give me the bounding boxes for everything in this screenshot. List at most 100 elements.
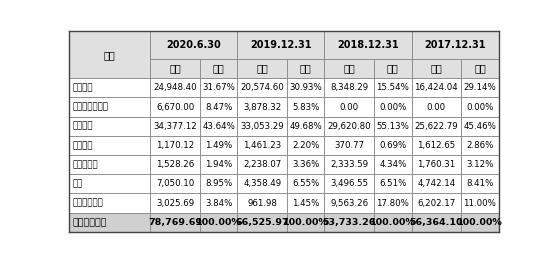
Bar [325, 136, 374, 155]
Bar [374, 136, 412, 155]
Text: 3.36%: 3.36% [292, 160, 320, 169]
Text: 100.00%: 100.00% [370, 218, 416, 227]
Bar [150, 117, 200, 136]
Text: 78,769.69: 78,769.69 [148, 218, 202, 227]
Text: 49.68%: 49.68% [289, 122, 322, 131]
Bar [374, 78, 412, 98]
Bar [150, 136, 200, 155]
Text: 项目: 项目 [104, 50, 116, 60]
Text: 30.93%: 30.93% [289, 84, 322, 92]
Text: 占比: 占比 [300, 64, 311, 74]
Bar [412, 136, 461, 155]
Bar [150, 193, 200, 213]
Bar [150, 213, 200, 232]
Bar [150, 31, 237, 59]
Bar [461, 117, 499, 136]
Text: 预付款项: 预付款项 [73, 141, 93, 150]
Text: 1.45%: 1.45% [292, 199, 320, 207]
Bar [325, 78, 374, 98]
Bar [461, 213, 499, 232]
Bar [200, 193, 237, 213]
Text: 应收账款: 应收账款 [73, 122, 93, 131]
Bar [237, 31, 325, 59]
Text: 17.80%: 17.80% [376, 199, 409, 207]
Text: 1,528.26: 1,528.26 [156, 160, 194, 169]
Text: 43.64%: 43.64% [202, 122, 235, 131]
Text: 1.94%: 1.94% [205, 160, 232, 169]
Text: 8.41%: 8.41% [466, 179, 494, 188]
Text: 0.00%: 0.00% [466, 103, 494, 112]
Bar [200, 136, 237, 155]
Bar [69, 98, 150, 117]
Text: 3,496.55: 3,496.55 [330, 179, 368, 188]
Text: 9,563.26: 9,563.26 [330, 199, 368, 207]
Bar [150, 78, 200, 98]
Text: 占比: 占比 [474, 64, 486, 74]
Bar [150, 59, 200, 78]
Bar [374, 213, 412, 232]
Bar [200, 155, 237, 174]
Text: 56,364.10: 56,364.10 [409, 218, 463, 227]
Text: 6,202.17: 6,202.17 [417, 199, 455, 207]
Bar [412, 98, 461, 117]
Text: 29.14%: 29.14% [464, 84, 496, 92]
Bar [325, 31, 412, 59]
Bar [374, 174, 412, 193]
Text: 8.47%: 8.47% [205, 103, 232, 112]
Text: 4.34%: 4.34% [379, 160, 407, 169]
Bar [287, 98, 325, 117]
Text: 25,622.79: 25,622.79 [414, 122, 458, 131]
Text: 4,358.49: 4,358.49 [243, 179, 281, 188]
Text: 1,760.31: 1,760.31 [417, 160, 455, 169]
Bar [325, 193, 374, 213]
Bar [374, 193, 412, 213]
Text: 2,238.07: 2,238.07 [243, 160, 281, 169]
Bar [412, 78, 461, 98]
Bar [237, 117, 287, 136]
Bar [374, 59, 412, 78]
Text: 6.51%: 6.51% [379, 179, 407, 188]
Bar [461, 193, 499, 213]
Text: 1,170.12: 1,170.12 [156, 141, 194, 150]
Text: 2019.12.31: 2019.12.31 [250, 40, 311, 50]
Bar [287, 59, 325, 78]
Bar [200, 98, 237, 117]
Bar [325, 155, 374, 174]
Text: 金额: 金额 [257, 64, 268, 74]
Bar [412, 59, 461, 78]
Bar [237, 193, 287, 213]
Bar [287, 136, 325, 155]
Bar [237, 155, 287, 174]
Text: 3.84%: 3.84% [205, 199, 232, 207]
Text: 34,377.12: 34,377.12 [153, 122, 197, 131]
Bar [200, 59, 237, 78]
Text: 53,733.26: 53,733.26 [322, 218, 376, 227]
Bar [69, 31, 150, 78]
Bar [325, 98, 374, 117]
Text: 1,612.65: 1,612.65 [417, 141, 455, 150]
Bar [374, 155, 412, 174]
Text: 流动资产合计: 流动资产合计 [73, 218, 107, 227]
Text: 占比: 占比 [387, 64, 399, 74]
Text: 2,333.59: 2,333.59 [330, 160, 368, 169]
Text: 29,620.80: 29,620.80 [327, 122, 371, 131]
Bar [69, 117, 150, 136]
Text: 存货: 存货 [73, 179, 83, 188]
Text: 金额: 金额 [430, 64, 442, 74]
Bar [412, 117, 461, 136]
Bar [69, 193, 150, 213]
Text: 2017.12.31: 2017.12.31 [424, 40, 486, 50]
Bar [325, 174, 374, 193]
Bar [237, 78, 287, 98]
Text: 6,670.00: 6,670.00 [156, 103, 194, 112]
Bar [374, 98, 412, 117]
Bar [325, 213, 374, 232]
Bar [461, 78, 499, 98]
Bar [287, 193, 325, 213]
Text: 24,948.40: 24,948.40 [153, 84, 197, 92]
Text: 45.46%: 45.46% [464, 122, 496, 131]
Text: 金额: 金额 [169, 64, 181, 74]
Bar [287, 174, 325, 193]
Bar [69, 136, 150, 155]
Text: 5.83%: 5.83% [292, 103, 320, 112]
